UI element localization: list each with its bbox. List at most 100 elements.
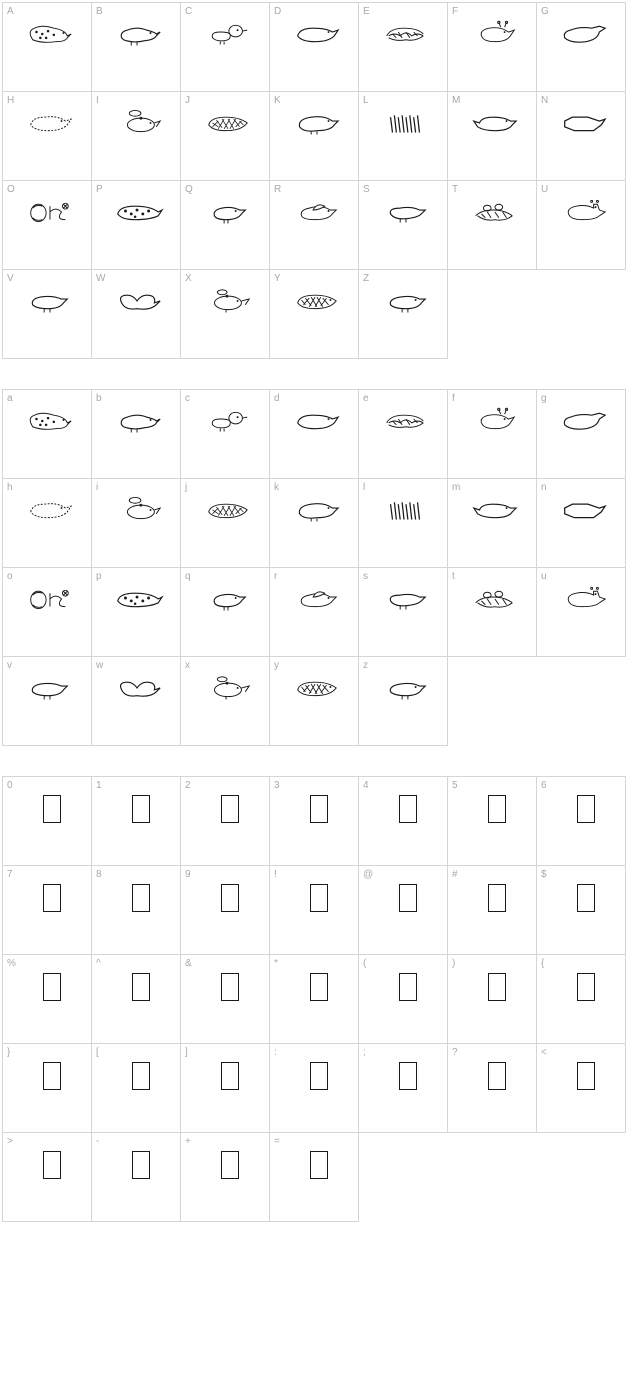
charmap-cell: O <box>3 181 92 270</box>
cell-label: z <box>363 660 368 671</box>
cell-label: ( <box>363 958 366 969</box>
cell-label: B <box>96 6 103 17</box>
charmap-cell: d <box>270 390 359 479</box>
bird-glyph-icon <box>23 583 75 618</box>
glyph-area <box>278 284 354 320</box>
glyph-area <box>545 791 621 827</box>
cell-label: 8 <box>96 869 102 880</box>
charmap-cell: { <box>537 955 626 1044</box>
glyph-area <box>11 404 87 440</box>
charmap-cell: r <box>270 568 359 657</box>
bird-glyph-icon <box>379 18 431 53</box>
bird-glyph-icon <box>557 196 609 231</box>
charmap-cell: 8 <box>92 866 181 955</box>
bird-glyph-icon <box>557 107 609 142</box>
charmap-cell: : <box>270 1044 359 1133</box>
cell-label: x <box>185 660 190 671</box>
bird-glyph-icon <box>379 583 431 618</box>
bird-glyph-icon <box>379 405 431 440</box>
glyph-area <box>189 106 265 142</box>
charmap-section-uppercase: A B CDE F GHI J KLMNO P QR ST UVWX <box>2 2 640 359</box>
glyph-area <box>456 1058 532 1094</box>
cell-label: @ <box>363 869 373 880</box>
bird-glyph-icon <box>468 405 520 440</box>
cell-label: # <box>452 869 458 880</box>
glyph-area <box>278 671 354 707</box>
glyph-area <box>278 17 354 53</box>
bird-glyph-icon <box>112 672 164 707</box>
charmap-cell: 9 <box>181 866 270 955</box>
missing-glyph-icon <box>221 1151 239 1179</box>
missing-glyph-icon <box>399 1062 417 1090</box>
charmap-cell: h <box>3 479 92 568</box>
cell-label: Q <box>185 184 193 195</box>
charmap-cell: [ <box>92 1044 181 1133</box>
charmap-cell: - <box>92 1133 181 1222</box>
cell-label: ) <box>452 958 455 969</box>
charmap-cell: l <box>359 479 448 568</box>
charmap-cell: 2 <box>181 777 270 866</box>
cell-label: A <box>7 6 14 17</box>
missing-glyph-icon <box>488 795 506 823</box>
cell-label: X <box>185 273 192 284</box>
bird-glyph-icon <box>23 494 75 529</box>
cell-label: f <box>452 393 455 404</box>
bird-glyph-icon <box>468 107 520 142</box>
bird-glyph-icon <box>290 672 342 707</box>
missing-glyph-icon <box>132 795 150 823</box>
cell-label: F <box>452 6 458 17</box>
cell-label: 9 <box>185 869 191 880</box>
charmap-cell: X <box>181 270 270 359</box>
missing-glyph-icon <box>488 884 506 912</box>
cell-label: D <box>274 6 281 17</box>
cell-label: s <box>363 571 368 582</box>
bird-glyph-icon <box>468 18 520 53</box>
cell-label: N <box>541 95 548 106</box>
cell-label: Z <box>363 273 369 284</box>
glyph-area <box>278 791 354 827</box>
charmap-cell: @ <box>359 866 448 955</box>
charmap-cell: Y <box>270 270 359 359</box>
missing-glyph-icon <box>310 1062 328 1090</box>
bird-glyph-icon <box>201 583 253 618</box>
bird-glyph-icon <box>290 494 342 529</box>
charmap-cell: U <box>537 181 626 270</box>
charmap-cell: 7 <box>3 866 92 955</box>
bird-glyph-icon <box>557 18 609 53</box>
charmap-cell: < <box>537 1044 626 1133</box>
glyph-area <box>278 1147 354 1183</box>
glyph-area <box>545 195 621 231</box>
glyph-area <box>545 880 621 916</box>
glyph-area <box>367 582 443 618</box>
bird-glyph-icon <box>112 18 164 53</box>
glyph-area <box>545 404 621 440</box>
charmap-grid: 0123456789!@#$%^&*(){}[]:;?<>-+= <box>2 776 626 1222</box>
cell-label: ] <box>185 1047 188 1058</box>
cell-label: 6 <box>541 780 547 791</box>
cell-label: } <box>7 1047 10 1058</box>
charmap-cell: b <box>92 390 181 479</box>
glyph-area <box>545 582 621 618</box>
cell-label: n <box>541 482 547 493</box>
charmap-cell: V <box>3 270 92 359</box>
charmap-cell: T <box>448 181 537 270</box>
cell-label: : <box>274 1047 277 1058</box>
bird-glyph-icon <box>468 494 520 529</box>
charmap-cell: z <box>359 657 448 746</box>
charmap-grid: A B CDE F GHI J KLMNO P QR ST UVWX <box>2 2 626 359</box>
bird-glyph-icon <box>290 583 342 618</box>
glyph-area <box>367 195 443 231</box>
charmap-cell: C <box>181 3 270 92</box>
charmap-cell: 6 <box>537 777 626 866</box>
glyph-area <box>189 17 265 53</box>
cell-label: E <box>363 6 370 17</box>
bird-glyph-icon <box>290 405 342 440</box>
cell-label: < <box>541 1047 547 1058</box>
glyph-area <box>456 195 532 231</box>
missing-glyph-icon <box>399 884 417 912</box>
glyph-area <box>545 106 621 142</box>
cell-label: M <box>452 95 460 106</box>
missing-glyph-icon <box>132 884 150 912</box>
glyph-area <box>189 195 265 231</box>
cell-label: j <box>185 482 187 493</box>
